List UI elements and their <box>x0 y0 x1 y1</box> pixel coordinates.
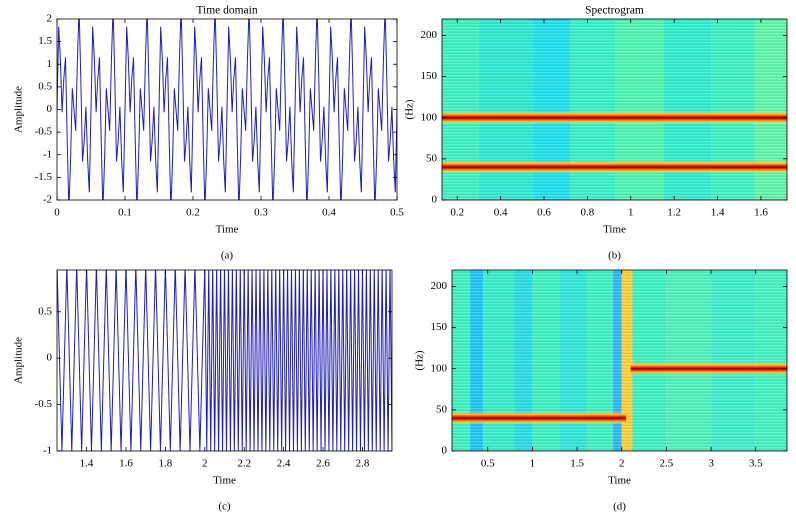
y-tick-label: -2 <box>43 194 52 206</box>
y-tick-label: -1.5 <box>35 171 53 183</box>
x-tick-label: 1 <box>530 458 536 470</box>
plot-area <box>442 19 787 200</box>
y-tick-label: 50 <box>426 152 438 164</box>
x-tick-label: 0.5 <box>390 207 404 219</box>
x-tick-label: 1.8 <box>159 458 173 470</box>
y-axis-label: Amplitude <box>13 337 25 384</box>
panel: 0.5 1 1.5 2 2.5 3 3.5 0 50 100 150 200 Time (Hz) (d) <box>414 269 788 513</box>
x-tick-label: 0.3 <box>254 207 268 219</box>
chart-title: Time domain <box>196 5 257 17</box>
x-tick-label: 0.6 <box>537 207 551 219</box>
y-tick-label: -1 <box>43 148 52 160</box>
plot-area <box>57 19 397 200</box>
frequency-band <box>442 161 787 173</box>
y-tick-label: 100 <box>431 362 448 374</box>
x-tick-label: 2.4 <box>277 458 291 470</box>
y-tick-label: 1.5 <box>38 35 52 47</box>
y-tick-label: 0 <box>47 103 53 115</box>
chart-title: Spectrogram <box>585 5 644 17</box>
x-tick-label: 1.2 <box>667 207 681 219</box>
frequency-band <box>442 111 787 124</box>
x-tick-label: 2.6 <box>316 458 330 470</box>
y-tick-label: 100 <box>421 111 438 123</box>
x-tick-label: 0 <box>54 207 60 219</box>
y-tick-label: 0 <box>432 194 438 206</box>
y-tick-label: 200 <box>421 29 438 41</box>
panel-caption: (a) <box>221 250 234 262</box>
x-tick-label: 2 <box>619 458 625 470</box>
x-axis-label: Time <box>213 475 236 487</box>
y-tick-label: 150 <box>431 321 448 333</box>
x-tick-label: 1.5 <box>570 458 584 470</box>
axes-box <box>441 18 788 201</box>
x-axis-label: Time <box>216 224 239 236</box>
axes-box <box>56 269 393 452</box>
x-axis-label: Time <box>608 475 631 487</box>
x-tick-label: 0.5 <box>481 458 495 470</box>
y-tick-label: -0.5 <box>35 398 53 410</box>
y-tick-label: 150 <box>421 70 438 82</box>
x-tick-label: 0.4 <box>322 207 336 219</box>
x-axis-label: Time <box>603 224 626 236</box>
y-tick-label: -0.5 <box>35 126 53 138</box>
y-tick-label: -1 <box>43 445 52 457</box>
y-tick-label: 200 <box>431 280 448 292</box>
x-tick-label: 1 <box>628 207 634 219</box>
y-tick-label: 1 <box>47 58 53 70</box>
x-tick-label: 0.4 <box>494 207 508 219</box>
x-tick-label: 1.4 <box>80 458 94 470</box>
y-tick-label: 0 <box>47 352 53 364</box>
plot-area <box>452 270 787 451</box>
y-axis-label: (Hz) <box>414 350 426 370</box>
x-tick-label: 1.6 <box>119 458 133 470</box>
x-tick-label: 0.8 <box>581 207 595 219</box>
x-tick-label: 2.5 <box>660 458 674 470</box>
signal-line <box>57 19 397 200</box>
frequency-band <box>630 362 787 375</box>
axes-box <box>451 269 788 452</box>
x-tick-label: 3.5 <box>749 458 763 470</box>
y-tick-label: 50 <box>436 403 448 415</box>
y-axis-label: (Hz) <box>404 99 416 119</box>
panel: 0.2 0.4 0.6 0.8 1 1.2 1.4 1.6 0 50 100 150 200 Spectr… <box>404 5 788 262</box>
y-axis-label: Amplitude <box>13 86 25 133</box>
signal-line <box>57 270 392 451</box>
x-tick-label: 1.4 <box>711 207 725 219</box>
x-tick-label: 0.1 <box>118 207 132 219</box>
y-tick-label: 0 <box>442 445 448 457</box>
x-tick-label: 2.8 <box>356 458 370 470</box>
x-tick-label: 0.2 <box>450 207 464 219</box>
y-tick-label: 0.5 <box>38 305 52 317</box>
panel-caption: (b) <box>608 250 621 262</box>
plot-area <box>57 270 392 451</box>
x-tick-label: 0.2 <box>186 207 200 219</box>
x-tick-label: 2 <box>202 458 208 470</box>
frequency-band <box>452 412 627 424</box>
y-tick-label: 2 <box>47 13 53 25</box>
y-tick-label: 0.5 <box>38 80 52 92</box>
panel: 1.4 1.6 1.8 2 2.2 2.4 2.6 2.8 -1 -0.5 0 0.5 Time Ampl… <box>13 269 393 513</box>
panel-caption: (c) <box>218 501 231 513</box>
panel: 0 0.1 0.2 0.3 0.4 0.5 -2 -1.5 -1 -0.5 0 0.5 1 1.5 2 Tim… <box>13 5 405 262</box>
x-tick-label: 2.2 <box>237 458 251 470</box>
x-tick-label: 3 <box>708 458 714 470</box>
panel-caption: (d) <box>613 501 626 513</box>
x-tick-label: 1.6 <box>754 207 768 219</box>
